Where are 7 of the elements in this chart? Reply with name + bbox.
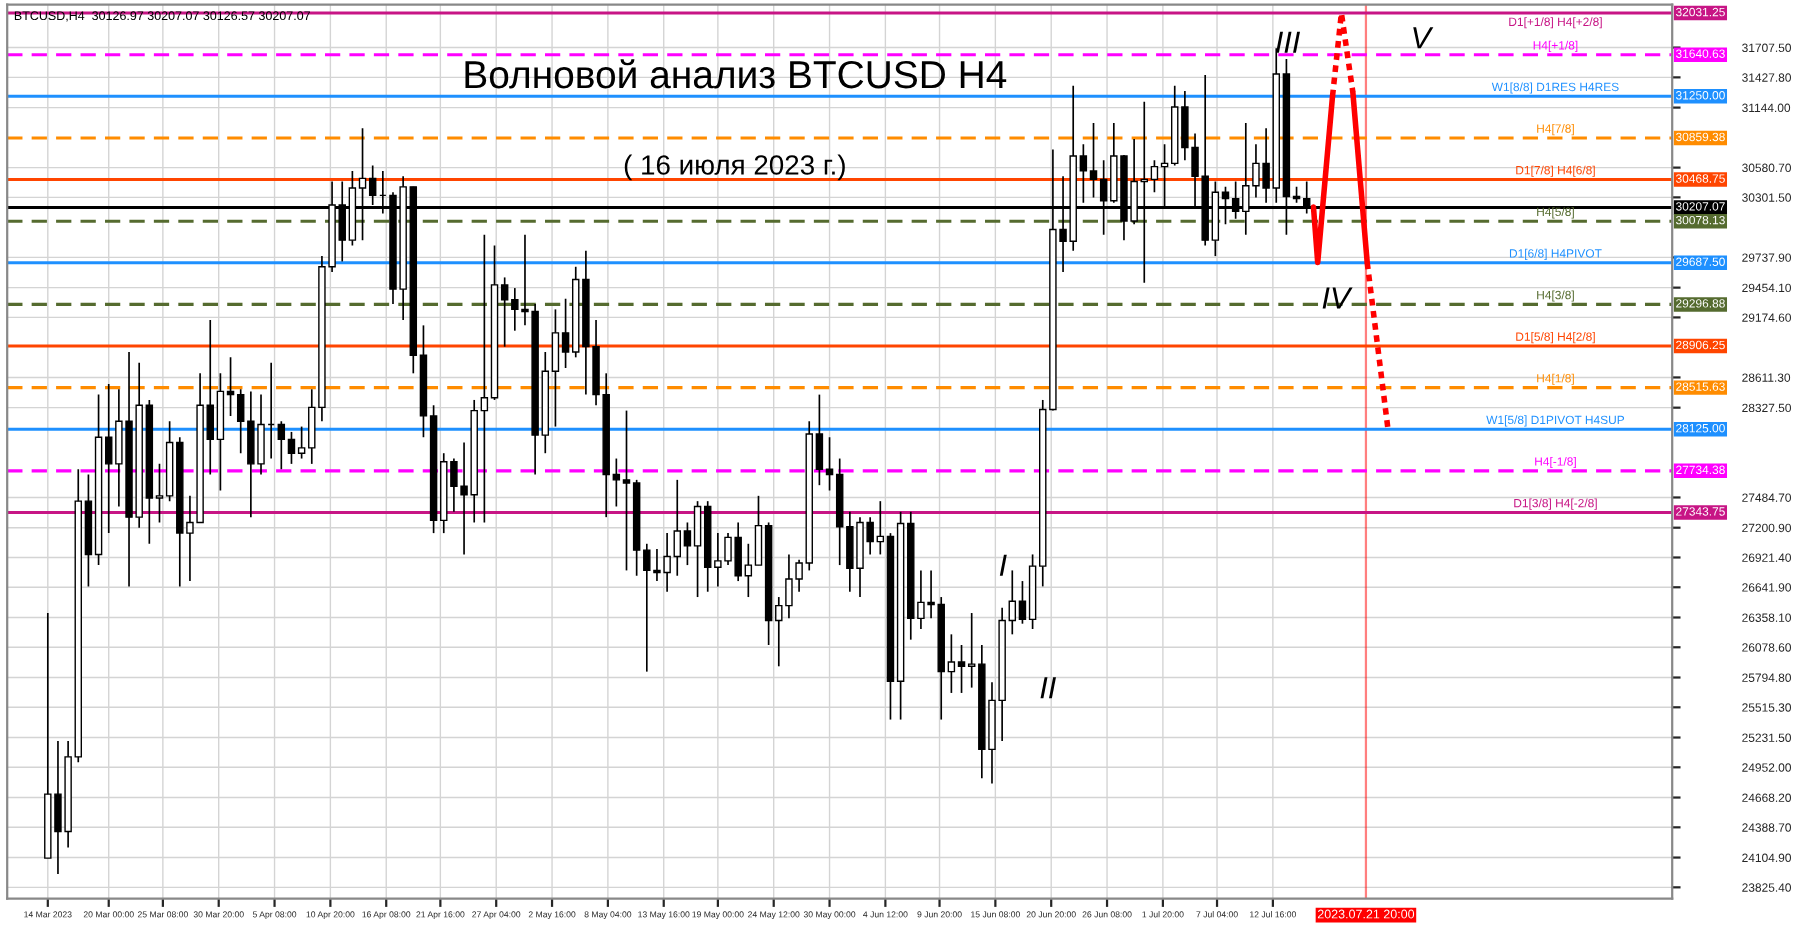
annotation: I [999, 554, 1007, 576]
annotation: V [1413, 27, 1434, 49]
annotation: II [1040, 677, 1056, 699]
annotation: III [1276, 31, 1300, 53]
text: ( 16 июля 2023 г.) [624, 154, 845, 181]
text: Волновой анализ BTCUSD H4 [465, 59, 1007, 89]
annotation: IV [1322, 287, 1353, 309]
